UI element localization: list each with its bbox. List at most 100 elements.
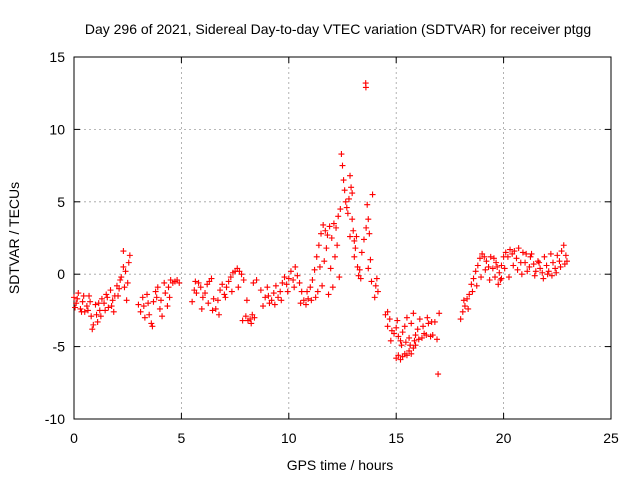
data-point <box>313 253 320 260</box>
data-point <box>356 266 363 273</box>
data-point <box>322 227 329 234</box>
data-point <box>464 295 471 302</box>
data-point <box>493 259 500 266</box>
data-point <box>105 304 112 311</box>
data-point <box>522 259 529 266</box>
data-point <box>144 291 151 298</box>
data-point <box>384 308 391 315</box>
data-point <box>95 300 102 307</box>
data-point <box>153 294 160 301</box>
data-point <box>307 284 314 291</box>
data-point <box>117 276 124 283</box>
data-point <box>335 213 342 220</box>
data-point <box>118 274 125 281</box>
data-point <box>523 250 530 257</box>
data-point <box>279 279 286 286</box>
grid <box>74 57 611 419</box>
data-point <box>507 246 514 253</box>
data-point <box>265 292 272 299</box>
data-point <box>501 265 508 272</box>
data-point <box>284 288 291 295</box>
y-tick-label: -5 <box>53 339 66 355</box>
data-point <box>285 275 292 282</box>
data-point <box>162 290 169 297</box>
data-point <box>215 311 222 318</box>
data-point <box>519 249 526 256</box>
data-point <box>460 297 467 304</box>
data-point <box>298 288 305 295</box>
data-point <box>478 274 485 281</box>
data-point <box>399 329 406 336</box>
data-point <box>278 297 285 304</box>
data-points <box>71 80 570 378</box>
data-point <box>362 84 369 91</box>
data-point <box>545 268 552 275</box>
data-point <box>325 291 332 298</box>
data-point <box>294 272 301 279</box>
data-point <box>126 252 133 259</box>
data-point <box>459 308 466 315</box>
data-point <box>272 282 279 289</box>
data-point <box>122 268 129 275</box>
data-point <box>485 263 492 270</box>
data-point <box>225 278 232 285</box>
data-point <box>487 253 494 260</box>
data-point <box>393 324 400 331</box>
data-point <box>514 266 521 273</box>
data-point <box>550 259 557 266</box>
data-point <box>235 284 242 291</box>
data-point <box>73 300 80 307</box>
data-point <box>360 236 367 243</box>
data-point <box>253 276 260 283</box>
data-point <box>108 303 115 310</box>
data-point <box>513 255 520 262</box>
data-point <box>328 235 335 241</box>
data-point <box>347 172 354 179</box>
data-point <box>239 317 246 324</box>
data-point <box>541 253 548 260</box>
data-point <box>250 279 257 286</box>
data-point <box>71 294 77 301</box>
data-point <box>353 233 360 240</box>
data-point <box>531 272 538 279</box>
data-point <box>402 339 409 346</box>
data-point <box>410 310 417 317</box>
data-point <box>275 294 282 301</box>
data-point <box>290 276 297 283</box>
data-point <box>473 282 480 289</box>
data-point <box>152 288 159 295</box>
y-axis-label: SDTVAR / TECUs <box>6 182 22 294</box>
x-tick-label: 5 <box>178 430 186 446</box>
data-point <box>116 285 123 292</box>
data-point <box>161 279 168 286</box>
data-point <box>365 265 372 272</box>
data-point <box>534 258 541 265</box>
x-axis-label: GPS time / hours <box>287 457 394 473</box>
data-point <box>107 287 114 294</box>
data-point <box>96 307 103 314</box>
data-point <box>539 269 546 276</box>
data-point <box>139 294 146 301</box>
data-point <box>240 276 247 283</box>
data-point <box>490 255 497 262</box>
data-point <box>548 272 555 279</box>
plot-frame <box>73 56 612 420</box>
data-point <box>148 320 155 327</box>
data-point <box>193 290 200 297</box>
data-point <box>457 316 464 323</box>
data-point <box>412 332 419 339</box>
data-point <box>83 303 90 310</box>
data-point <box>308 297 315 304</box>
data-point <box>369 191 376 198</box>
data-point <box>101 300 108 307</box>
data-point <box>166 294 173 301</box>
data-point <box>72 304 79 311</box>
data-point <box>80 292 87 299</box>
data-point <box>560 242 567 249</box>
data-point <box>357 275 364 282</box>
data-point <box>228 288 235 295</box>
data-point <box>408 320 415 327</box>
data-point <box>436 310 443 317</box>
data-point <box>497 276 504 283</box>
